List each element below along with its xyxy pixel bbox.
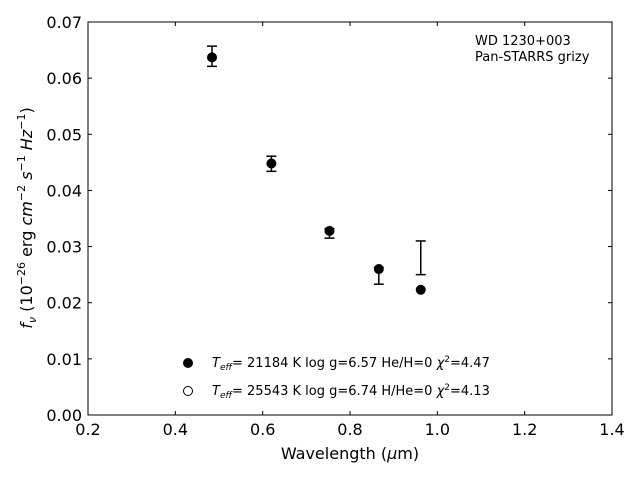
y-axis-label: fν (10−26 erg cm−2 s−1 Hz−1) [15,107,39,328]
error-bar [415,240,426,276]
y-tick-label: 0.01 [46,350,82,369]
survey-annotation: Pan-STARRS grizy [475,50,590,65]
y-tick-label: 0.06 [46,69,82,88]
data-point [415,284,426,295]
x-tick-label: 0.6 [250,420,275,439]
x-tick-label: 0.4 [163,420,188,439]
model-points [207,52,426,295]
legend-entry-2: Teff= 25543 K log g=6.74 H/He=0 χ2=4.13 [212,383,490,401]
data-point [266,158,277,169]
y-tick-label: 0.02 [46,294,82,313]
legend-marker-open [183,386,193,396]
plot-area [87,21,613,416]
y-axis-ticks: 0.00 0.01 0.02 0.03 0.04 0.05 0.06 0.07 [46,13,612,425]
x-tick-label: 1.2 [512,420,537,439]
x-tick-label: 0.8 [337,420,362,439]
x-axis-ticks: 0.2 0.4 0.6 0.8 1.0 1.2 1.4 [75,22,625,439]
x-axis-label: Wavelength (μm) [281,444,419,463]
y-tick-label: 0.00 [46,406,82,425]
object-annotation: WD 1230+003 [475,34,571,49]
data-point [373,264,384,275]
y-tick-label: 0.04 [46,181,82,200]
y-tick-label: 0.05 [46,125,82,144]
legend: Teff= 21184 K log g=6.57 He/H=0 χ2=4.47 … [183,355,490,401]
x-tick-label: 1.0 [425,420,450,439]
x-tick-label: 1.4 [599,420,624,439]
y-tick-label: 0.03 [46,238,82,257]
legend-entry-1: Teff= 21184 K log g=6.57 He/H=0 χ2=4.47 [212,355,490,373]
data-point [324,225,335,236]
legend-marker-filled [183,358,193,368]
y-tick-label: 0.07 [46,13,82,32]
data-point [207,52,218,63]
x-tick-label: 0.2 [75,420,100,439]
